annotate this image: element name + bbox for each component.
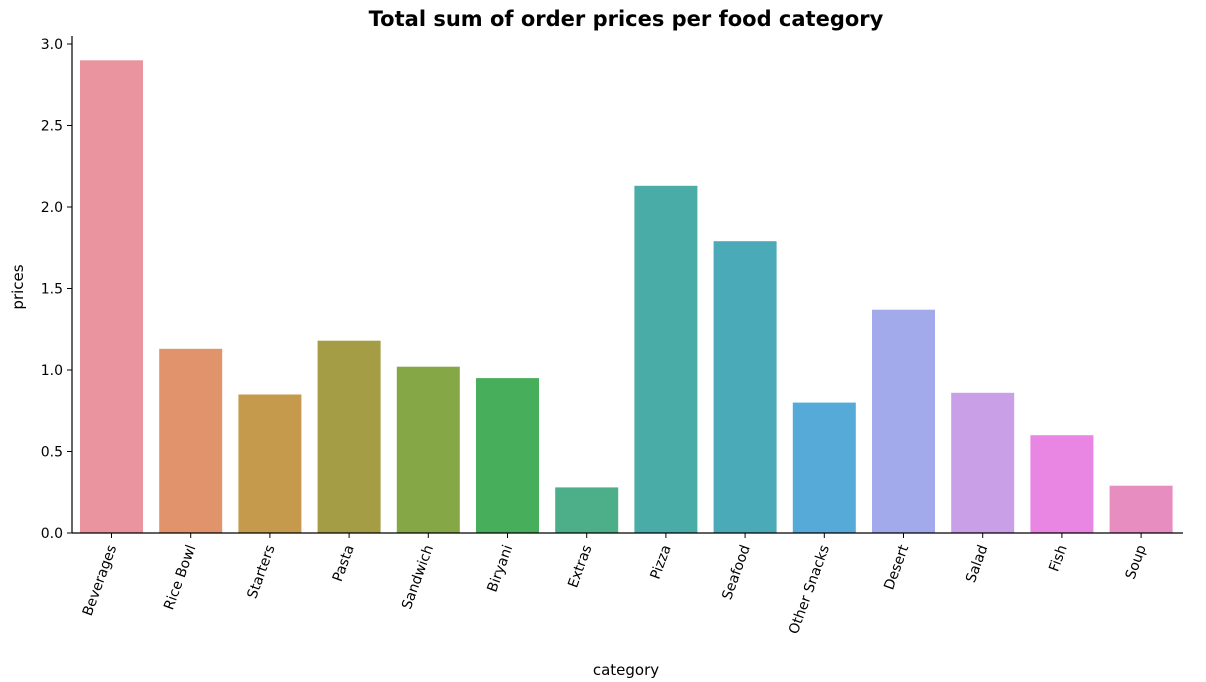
y-axis: 0.0 0.5 1.0 1.5 2.0 2.5 3.0	[41, 36, 73, 542]
bar-desert	[872, 309, 935, 533]
bar-soup	[1109, 485, 1173, 533]
x-axis: Beverages Rice Bowl Starters Pasta Sandwich B…	[72, 532, 1183, 636]
bar-beverages	[80, 60, 143, 534]
bar-other-snacks	[792, 402, 856, 533]
bar-biryani	[476, 378, 539, 533]
x-tick-label: Other Snacks	[786, 543, 833, 636]
x-tick-label: Extras	[565, 543, 595, 590]
y-tick-label: 0.0	[41, 526, 63, 542]
x-tick-label: Starters	[245, 543, 279, 601]
bar-rice-bowl	[159, 348, 223, 533]
bar-pasta	[317, 340, 381, 533]
bar-salad	[951, 392, 1015, 533]
bar-fish	[1030, 435, 1094, 533]
x-tick-label: Biryani	[485, 543, 517, 594]
bar-starters	[238, 394, 302, 533]
y-tick-label: 3.0	[41, 37, 63, 53]
y-tick-label: 2.0	[41, 200, 63, 216]
y-axis-label: prices	[9, 264, 27, 309]
x-tick-label: Seafood	[719, 543, 754, 602]
bars-group	[80, 60, 1173, 534]
x-tick-label: Desert	[881, 542, 912, 592]
x-tick-label: Fish	[1046, 543, 1070, 574]
bar-sandwich	[396, 366, 460, 533]
x-tick-label: Pizza	[648, 543, 675, 582]
y-tick-label: 0.5	[41, 445, 63, 461]
x-tick-label: Salad	[963, 543, 991, 585]
x-tick-label: Sandwich	[399, 543, 437, 612]
y-tick-label: 1.5	[41, 282, 63, 298]
bar-seafood	[713, 241, 777, 533]
y-tick-label: 1.0	[41, 363, 63, 379]
x-tick-label: Rice Bowl	[161, 543, 199, 612]
bar-pizza	[634, 185, 698, 534]
x-tick-label: Pasta	[330, 543, 358, 584]
bar-extras	[555, 487, 619, 533]
chart-title: Total sum of order prices per food categ…	[369, 7, 884, 31]
x-tick-label: Beverages	[80, 543, 120, 618]
x-axis-label: category	[593, 661, 659, 679]
y-tick-label: 2.5	[41, 119, 63, 135]
x-tick-label: Soup	[1123, 543, 1150, 582]
